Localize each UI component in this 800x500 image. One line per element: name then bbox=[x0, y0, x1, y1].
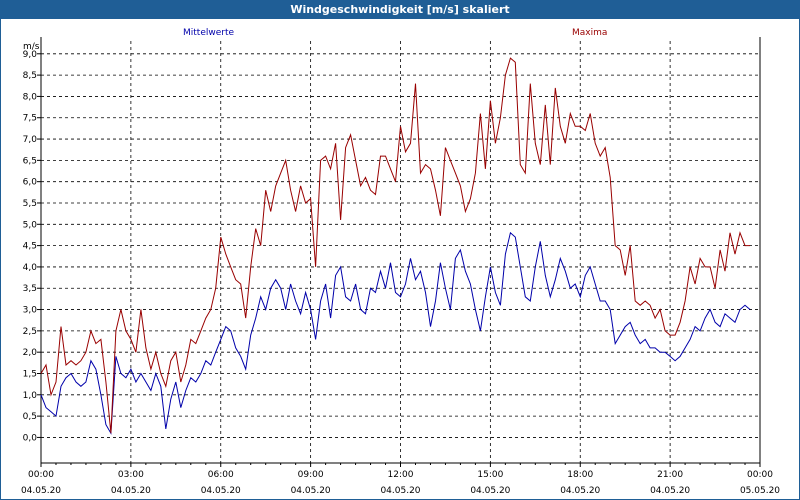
y-tick-label: 3,5 bbox=[23, 284, 37, 294]
y-tick-label: 0,0 bbox=[23, 433, 38, 443]
y-tick-label: 4,0 bbox=[23, 263, 38, 273]
series-line-mittelwerte bbox=[40, 231, 751, 435]
y-tick-label: 1,0 bbox=[23, 391, 38, 401]
y-tick-label: 9,0 bbox=[23, 50, 38, 60]
x-tick-time-label: 12:00 bbox=[388, 470, 414, 480]
x-tick-date-label: 04.05.20 bbox=[201, 486, 241, 496]
window-title: Windgeschwindigkeit [m/s] skaliert bbox=[1, 1, 799, 19]
series-line-maxima bbox=[40, 57, 750, 434]
x-tick-date-label: 04.05.20 bbox=[291, 486, 331, 496]
x-tick-time-label: 00:00 bbox=[747, 470, 773, 480]
y-tick-label: 2,0 bbox=[23, 348, 38, 358]
y-tick-label: 8,0 bbox=[23, 92, 38, 102]
x-tick-date-label: 04.05.20 bbox=[380, 486, 420, 496]
x-tick-date-label: 04.05.20 bbox=[560, 486, 600, 496]
x-tick-date-label: 04.05.20 bbox=[470, 486, 510, 496]
chart-area: 0,0 0,5 1,0 1,5 2,0 2,5 3,0 3,5 4,0 4,5 5,0 5,5 6,0 6… bbox=[21, 28, 780, 496]
y-tick-label: 5,5 bbox=[23, 199, 37, 209]
legend-maxima: Maxima bbox=[572, 28, 607, 38]
y-tick-label: 6,5 bbox=[23, 156, 37, 166]
y-tick-label: 8,5 bbox=[23, 71, 37, 81]
legend-mittelwerte: Mittelwerte bbox=[183, 28, 234, 38]
x-tick-time-label: 06:00 bbox=[208, 470, 234, 480]
y-axis-label: m/s bbox=[23, 42, 40, 52]
x-tick-date-label: 04.05.20 bbox=[111, 486, 151, 496]
axes: 0,0 0,5 1,0 1,5 2,0 2,5 3,0 3,5 4,0 4,5 5,0 5,5 6,0 6… bbox=[21, 37, 780, 496]
x-tick-time-label: 18:00 bbox=[567, 470, 593, 480]
x-tick-date-label: 04.05.20 bbox=[21, 486, 61, 496]
series bbox=[40, 57, 751, 435]
y-tick-label: 2,5 bbox=[23, 327, 37, 337]
y-tick-label: 5,0 bbox=[23, 220, 38, 230]
y-tick-label: 3,0 bbox=[23, 306, 38, 316]
y-tick-label: 6,0 bbox=[23, 178, 38, 188]
x-tick-date-label: 05.05.20 bbox=[740, 486, 780, 496]
x-tick-time-label: 03:00 bbox=[118, 470, 144, 480]
x-tick-time-label: 09:00 bbox=[298, 470, 324, 480]
y-tick-label: 1,5 bbox=[23, 369, 37, 379]
y-tick-label: 4,5 bbox=[23, 242, 37, 252]
y-tick-label: 7,0 bbox=[23, 135, 38, 145]
x-tick-time-label: 15:00 bbox=[477, 470, 503, 480]
y-tick-label: 0,5 bbox=[23, 412, 37, 422]
x-tick-time-label: 21:00 bbox=[657, 470, 683, 480]
x-tick-time-label: 00:00 bbox=[28, 470, 54, 480]
grid bbox=[41, 41, 760, 463]
y-tick-label: 7,5 bbox=[23, 114, 37, 124]
x-tick-date-label: 04.05.20 bbox=[650, 486, 690, 496]
